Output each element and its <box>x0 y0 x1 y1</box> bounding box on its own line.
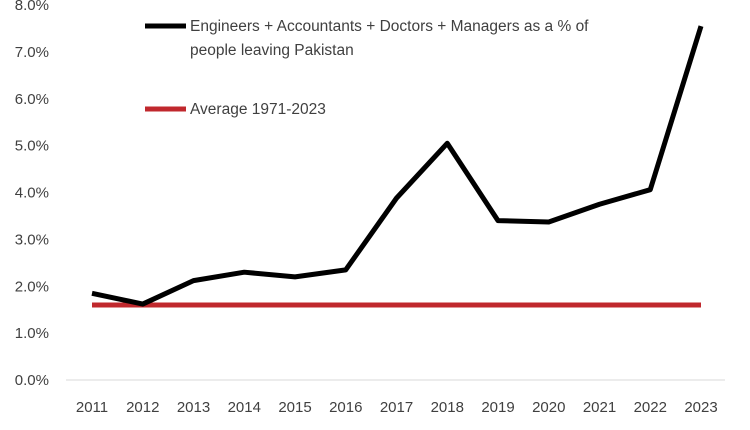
legend-label-series-1-line-2: people leaving Pakistan <box>190 42 354 59</box>
x-tick-label: 2020 <box>532 399 565 416</box>
x-axis-ticks: 2011 2012 2013 2014 2015 2016 2017 2018 2019 2020… <box>76 399 718 416</box>
y-axis-ticks: 0.0% 1.0% 2.0% 3.0% 4.0% 5.0% 6.0% 7.0% 8.0% <box>15 0 49 389</box>
y-tick-label: 1.0% <box>15 325 49 342</box>
x-tick-label: 2018 <box>431 399 464 416</box>
x-tick-label: 2019 <box>481 399 514 416</box>
legend-label-series-1-line-1: Engineers + Accountants + Doctors + Mana… <box>190 18 589 35</box>
legend: Engineers + Accountants + Doctors + Mana… <box>145 18 589 118</box>
x-tick-label: 2023 <box>684 399 717 416</box>
y-tick-label: 7.0% <box>15 44 49 61</box>
y-tick-label: 3.0% <box>15 231 49 248</box>
y-tick-label: 8.0% <box>15 0 49 14</box>
y-tick-label: 4.0% <box>15 185 49 202</box>
y-tick-label: 2.0% <box>15 278 49 295</box>
x-tick-label: 2011 <box>76 399 108 416</box>
series-line-professionals-share <box>91 25 704 307</box>
series-layer <box>91 25 704 308</box>
y-tick-label: 5.0% <box>15 138 49 155</box>
x-tick-label: 2016 <box>329 399 362 416</box>
x-tick-label: 2015 <box>278 399 311 416</box>
x-tick-label: 2014 <box>228 399 261 416</box>
y-tick-label: 0.0% <box>15 372 49 389</box>
y-tick-label: 6.0% <box>15 91 49 108</box>
x-tick-label: 2012 <box>126 399 159 416</box>
x-tick-label: 2021 <box>583 399 616 416</box>
x-tick-label: 2022 <box>634 399 667 416</box>
x-tick-label: 2017 <box>380 399 413 416</box>
x-tick-label: 2013 <box>177 399 210 416</box>
legend-label-series-2: Average 1971-2023 <box>190 101 326 118</box>
